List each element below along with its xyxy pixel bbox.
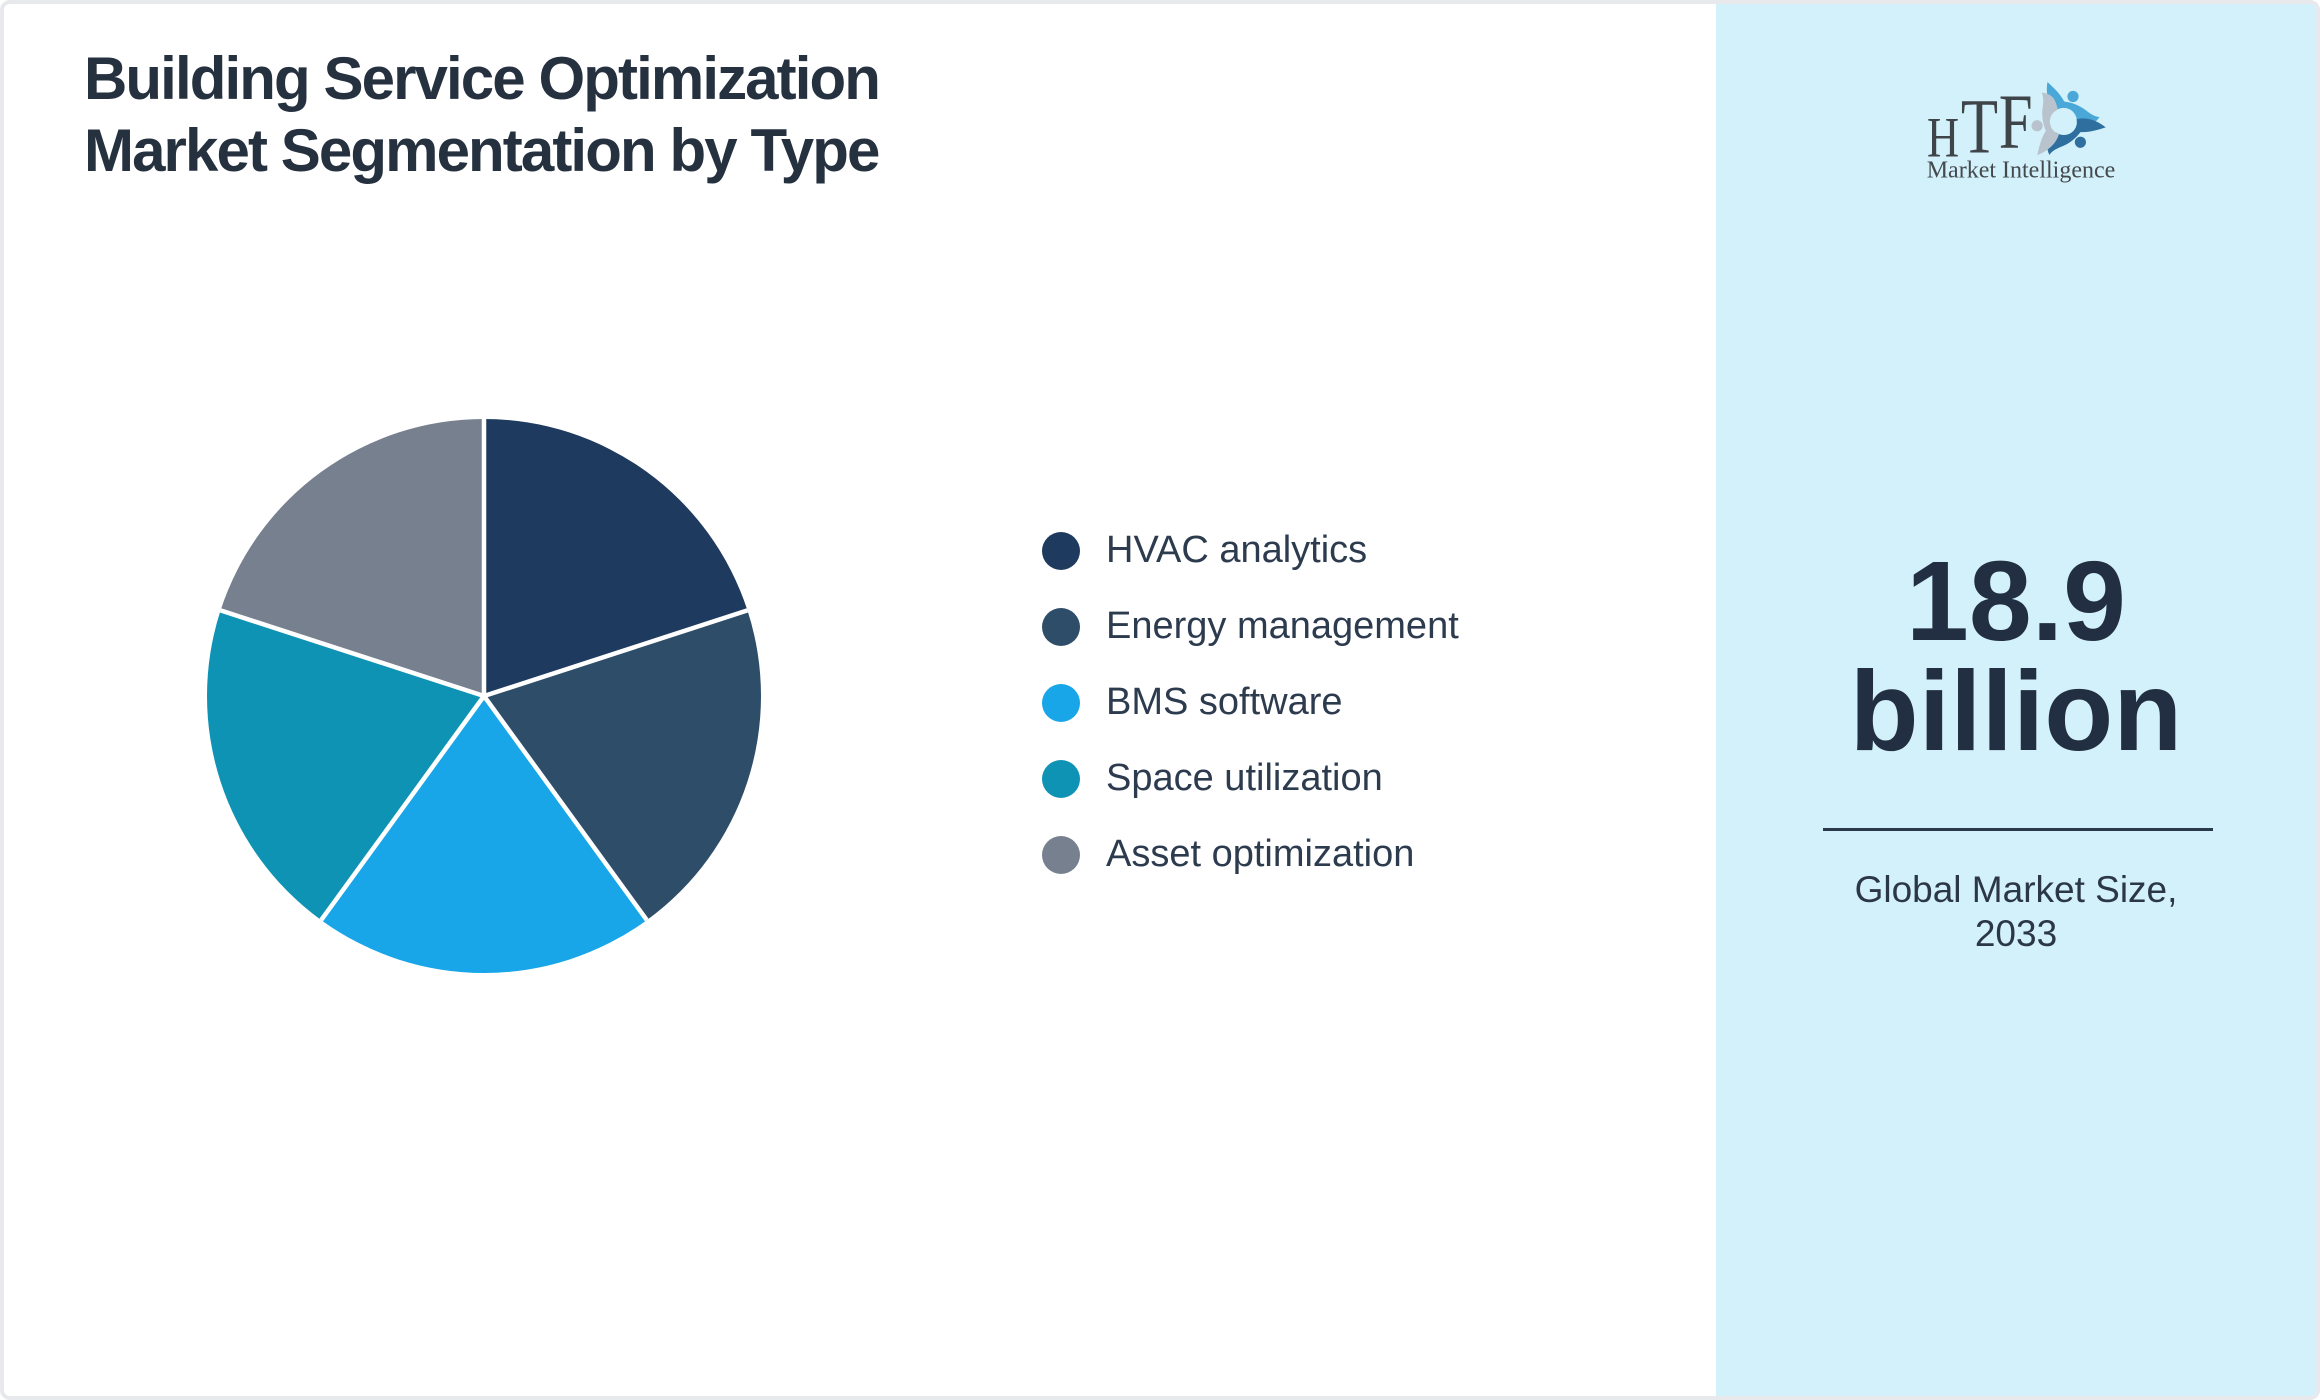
htf-logo: H T F Market Intelligence xyxy=(1927,80,2115,184)
legend-swatch-asset-optimization xyxy=(1042,836,1080,874)
legend-item-energy-management: Energy management xyxy=(1042,589,1459,665)
pie-chart-svg xyxy=(207,419,761,973)
page-title-line1: Building Service Optimization xyxy=(84,45,881,112)
htf-letter-f: F xyxy=(1999,80,2033,166)
divider-line xyxy=(1823,828,2213,831)
legend-item-space-utilization: Space utilization xyxy=(1042,741,1459,817)
page-title-line2: Market Segmentation by Type xyxy=(84,117,880,184)
legend-swatch-space-utilization xyxy=(1042,760,1080,798)
page-title: Building Service Optimization Market Seg… xyxy=(84,43,881,187)
pie-chart xyxy=(207,419,761,973)
caption-line2: 2033 xyxy=(1974,913,2058,954)
legend: HVAC analytics Energy management BMS sof… xyxy=(1042,513,1459,893)
htf-logo-subtitle: Market Intelligence xyxy=(1927,158,2115,184)
legend-item-bms-software: BMS software xyxy=(1042,665,1459,741)
pie-slice-separator xyxy=(319,694,486,922)
htf-logo-wordmark: H T F xyxy=(1927,80,2033,170)
legend-item-hvac-analytics: HVAC analytics xyxy=(1042,513,1459,589)
legend-label-hvac-analytics: HVAC analytics xyxy=(1106,529,1368,571)
htf-letter-t: T xyxy=(1961,84,1998,170)
legend-swatch-energy-management xyxy=(1042,608,1080,646)
pie-slice-space-utilization xyxy=(207,610,484,921)
pie-slice-separator xyxy=(219,608,485,699)
pie-slice-bms-software xyxy=(321,696,647,973)
market-size-value: 18.9 xyxy=(1906,538,2126,664)
htf-letter-h: H xyxy=(1927,106,1959,170)
legend-swatch-hvac-analytics xyxy=(1042,532,1080,570)
legend-label-asset-optimization: Asset optimization xyxy=(1106,833,1415,875)
market-size-caption: Global Market Size, 2033 xyxy=(1716,868,2316,956)
caption-line1: Global Market Size, xyxy=(1854,869,2178,910)
legend-swatch-bms-software xyxy=(1042,684,1080,722)
pie-slice-energy-management xyxy=(484,610,761,921)
market-size-unit: billion xyxy=(1849,648,2183,774)
pie-slice-asset-optimization xyxy=(220,419,484,696)
pie-slice-separator xyxy=(482,694,649,922)
pie-slice-separator xyxy=(483,608,749,699)
market-size: 18.9 billion xyxy=(1716,538,2316,774)
pie-slice-hvac-analytics xyxy=(484,419,748,696)
legend-label-bms-software: BMS software xyxy=(1106,681,1343,723)
legend-item-asset-optimization: Asset optimization xyxy=(1042,817,1459,893)
side-panel: H T F Market Intelligence 18.9 billion G… xyxy=(1716,4,2316,1396)
legend-label-energy-management: Energy management xyxy=(1106,605,1459,647)
legend-label-space-utilization: Space utilization xyxy=(1106,757,1383,799)
